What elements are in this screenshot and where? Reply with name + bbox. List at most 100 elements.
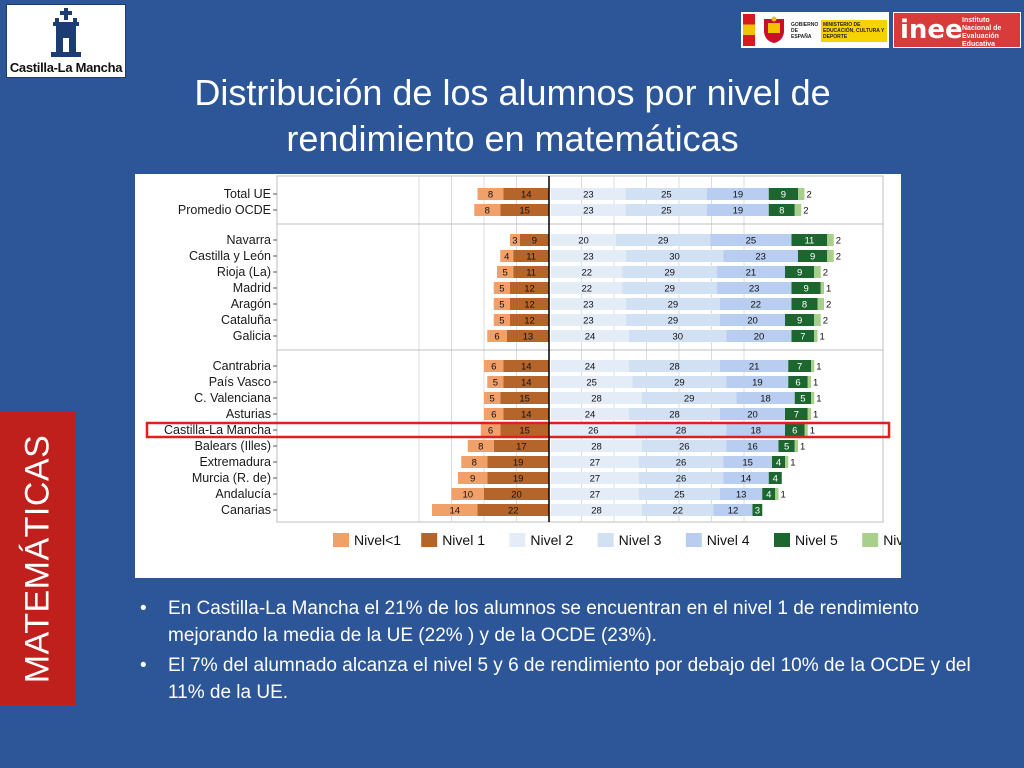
coat-of-arms-icon	[764, 16, 784, 43]
bar-value-label: 5	[499, 300, 504, 311]
legend-label: Nivel 3	[619, 532, 662, 548]
bar-segment	[551, 360, 629, 372]
bar-value-label: 7	[800, 332, 805, 343]
bar-value-label: 16	[747, 442, 758, 453]
bar-segment	[551, 282, 623, 294]
bar-value-label: 28	[591, 394, 602, 405]
bar-segment	[726, 440, 779, 452]
gobierno-espana-logo: GOBIERNO DE ESPAÑA MINISTERIO DE EDUCACI…	[741, 12, 889, 48]
bar-segment	[625, 314, 720, 326]
bar-segment	[510, 314, 549, 326]
bar-value-label: 28	[591, 506, 602, 517]
bar-segment	[551, 392, 642, 404]
bar-segment	[493, 298, 510, 310]
bar-segment	[723, 472, 769, 484]
bar-segment	[814, 330, 818, 342]
bar-segment	[785, 314, 815, 326]
bullet-list: En Castilla-La Mancha el 21% de los alum…	[140, 595, 1000, 709]
bar-segment	[713, 504, 753, 516]
bar-segment	[458, 472, 488, 484]
plot-frame	[276, 175, 884, 523]
bar-value-label: 24	[585, 410, 596, 421]
bar-value-label: 29	[658, 236, 669, 247]
bar-segment	[716, 282, 792, 294]
bar-segment	[638, 456, 724, 468]
bar-segment	[629, 408, 720, 420]
bar-value-label: 30	[669, 252, 680, 263]
bar-segment	[791, 330, 815, 342]
bar-value-label: 23	[583, 252, 594, 263]
bar-value-label: 25	[661, 190, 672, 201]
bar-segment	[798, 188, 805, 200]
bar-value-label: 5	[489, 394, 494, 405]
bar-value-label: 11	[804, 236, 814, 247]
category-label: C. Valenciana	[194, 391, 271, 405]
bar-value-label: 1	[813, 410, 818, 421]
ministry-text: MINISTERIO DE EDUCACIÓN, CULTURA Y DEPOR…	[821, 20, 887, 42]
bar-value-label: 1	[813, 378, 818, 389]
legend-label: Nivel 5	[795, 532, 838, 548]
category-label: Canarias	[221, 503, 271, 517]
bar-segment	[642, 504, 714, 516]
category-label: Castilla y León	[189, 249, 271, 263]
bar-value-label: 21	[749, 362, 760, 373]
bar-value-label: 4	[766, 490, 771, 501]
bar-value-label: 27	[590, 490, 601, 501]
bar-value-label: 9	[532, 236, 537, 247]
bar-segment	[794, 204, 802, 216]
bar-segment	[794, 392, 811, 404]
bar-segment	[484, 392, 501, 404]
category-label: Balears (Illes)	[195, 439, 271, 453]
bar-value-label: 24	[585, 332, 596, 343]
bar-segment	[551, 424, 636, 436]
category-label: Total UE	[224, 187, 271, 201]
bar-value-label: 5	[499, 316, 504, 327]
bar-segment	[551, 376, 633, 388]
bar-segment	[638, 472, 724, 484]
bar-value-label: 29	[674, 378, 685, 389]
bar-segment	[513, 266, 549, 278]
legend-label: Nivel 6	[883, 532, 901, 548]
bar-value-label: 2	[803, 206, 808, 217]
bar-value-label: 6	[792, 426, 797, 437]
bar-value-label: 7	[797, 362, 802, 373]
bar-value-label: 3	[512, 236, 517, 247]
bar-segment	[451, 488, 484, 500]
bar-segment	[487, 456, 549, 468]
bar-segment	[500, 424, 549, 436]
bar-segment	[551, 456, 639, 468]
bar-segment	[807, 408, 811, 420]
bar-value-label: 14	[521, 410, 532, 421]
bar-segment	[629, 330, 727, 342]
bar-segment	[625, 298, 720, 310]
bar-segment	[493, 314, 510, 326]
bar-segment	[791, 234, 828, 246]
bar-value-label: 28	[591, 442, 602, 453]
bar-value-label: 11	[526, 268, 536, 279]
highlight-box	[145, 421, 891, 439]
castle-icon	[51, 8, 81, 57]
bar-segment	[811, 392, 815, 404]
bar-segment	[785, 424, 805, 436]
bar-value-label: 22	[672, 506, 683, 517]
bar-value-label: 23	[583, 206, 594, 217]
bar-segment	[487, 330, 507, 342]
bar-value-label: 29	[684, 394, 695, 405]
category-label: Cantrabria	[213, 359, 271, 373]
bar-segment	[794, 440, 798, 452]
bar-value-label: 22	[750, 300, 761, 311]
bar-segment	[804, 424, 808, 436]
bar-segment	[788, 360, 811, 372]
bar-value-label: 26	[679, 442, 690, 453]
bar-value-label: 12	[524, 300, 535, 311]
legend-swatch	[774, 533, 790, 547]
bar-value-label: 5	[493, 378, 498, 389]
bar-segment	[629, 360, 720, 372]
bar-segment	[616, 234, 711, 246]
bar-value-label: 12	[728, 506, 739, 517]
bar-segment	[707, 188, 769, 200]
bar-value-label: 8	[472, 458, 477, 469]
bar-segment	[551, 330, 629, 342]
bar-segment	[752, 504, 763, 516]
